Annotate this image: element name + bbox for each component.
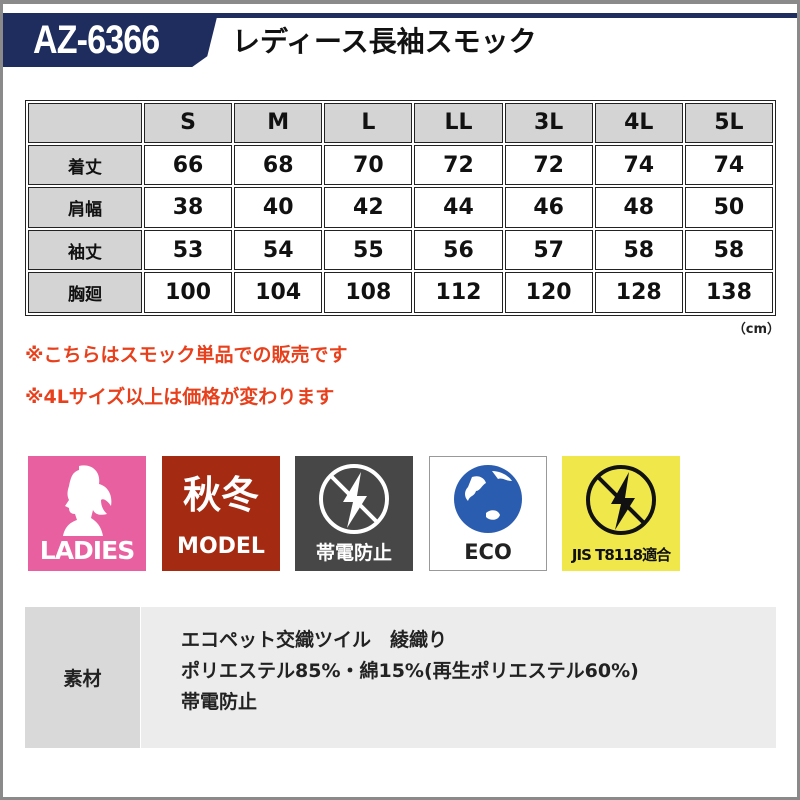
eco-badge: ECO (429, 456, 547, 571)
jis-label: JIS T8118適合 (571, 546, 671, 564)
product-title: レディース長袖スモック (232, 25, 537, 58)
size-table: S M L LL 3L 4L 5L 着丈 66 68 70 72 72 74 74 肩幅 38 40… (25, 100, 776, 316)
column-header: L (324, 103, 413, 143)
globe-icon (454, 465, 522, 533)
table-row: 着丈 66 68 70 72 72 74 74 (28, 144, 773, 186)
row-label: 着丈 (28, 144, 142, 186)
material-line: エコペット交織ツイル 綾織り (181, 629, 448, 651)
autumn-winter-badge: 秋冬 MODEL (162, 456, 280, 571)
column-header: 5L (684, 103, 773, 143)
table-cell: 38 (144, 187, 233, 228)
table-cell: 120 (504, 272, 593, 313)
row-label: 胸廻 (28, 272, 142, 313)
jis-badge: JIS T8118適合 (562, 456, 680, 571)
table-cell: 57 (504, 229, 593, 271)
table-cell: 66 (144, 144, 233, 186)
table-cell: 58 (684, 229, 773, 271)
table-row: 肩幅 38 40 42 44 46 48 50 (28, 187, 773, 228)
table-cell: 54 (234, 229, 323, 271)
header-rule (3, 13, 797, 18)
row-label: 肩幅 (28, 187, 142, 228)
model-badge: AZ-6366 (3, 13, 218, 67)
table-cell: 56 (414, 229, 503, 271)
table-cell: 42 (324, 187, 413, 228)
table-cell: 108 (324, 272, 413, 313)
table-cell: 74 (684, 144, 773, 186)
table-cell: 72 (504, 144, 593, 186)
table-cell: 53 (144, 229, 233, 271)
antistatic-label: 帯電防止 (315, 542, 392, 564)
ladies-badge: LADIES (28, 456, 146, 571)
note-price: ※4Lサイズ以上は価格が変わります (25, 386, 335, 408)
table-cell: 74 (594, 144, 683, 186)
column-header: M (234, 103, 323, 143)
antistatic-icon (319, 464, 389, 534)
column-header: 4L (594, 103, 683, 143)
season-label: 秋冬 (182, 473, 259, 517)
table-cell: 138 (684, 272, 773, 313)
eco-label: ECO (464, 540, 512, 564)
material-line: 帯電防止 (181, 691, 258, 713)
corner-cell (28, 103, 142, 143)
table-cell: 104 (234, 272, 323, 313)
table-cell: 68 (234, 144, 323, 186)
material-section: 素材 エコペット交織ツイル 綾織り ポリエステル85%・綿15%(再生ポリエステ… (25, 607, 776, 748)
table-cell: 70 (324, 144, 413, 186)
table-cell: 128 (594, 272, 683, 313)
table-cell: 48 (594, 187, 683, 228)
column-header: LL (414, 103, 503, 143)
table-cell: 100 (144, 272, 233, 313)
column-header: 3L (504, 103, 593, 143)
table-cell: 44 (414, 187, 503, 228)
table-row: 袖丈 53 54 55 56 57 58 58 (28, 229, 773, 271)
table-cell: 112 (414, 272, 503, 313)
table-cell: 55 (324, 229, 413, 271)
material-line: ポリエステル85%・綿15%(再生ポリエステル60%) (181, 660, 639, 682)
material-details: エコペット交織ツイル 綾織り ポリエステル85%・綿15%(再生ポリエステル60… (141, 607, 776, 748)
table-cell: 40 (234, 187, 323, 228)
woman-silhouette-icon (63, 465, 112, 536)
antistatic-jis-icon (586, 465, 656, 535)
table-cell: 58 (594, 229, 683, 271)
note-single-item: ※こちらはスモック単品での販売です (25, 344, 348, 366)
table-cell: 50 (684, 187, 773, 228)
table-cell: 72 (414, 144, 503, 186)
antistatic-badge: 帯電防止 (295, 456, 413, 571)
row-label: 袖丈 (28, 229, 142, 271)
ladies-label: LADIES (39, 536, 135, 565)
table-header-row: S M L LL 3L 4L 5L (28, 103, 773, 143)
model-number: AZ-6366 (33, 18, 160, 62)
model-label: MODEL (177, 534, 265, 559)
unit-label: （cm） (732, 322, 780, 337)
column-header: S (144, 103, 233, 143)
material-label: 素材 (25, 607, 140, 748)
table-cell: 46 (504, 187, 593, 228)
table-row: 胸廻 100 104 108 112 120 128 138 (28, 272, 773, 313)
